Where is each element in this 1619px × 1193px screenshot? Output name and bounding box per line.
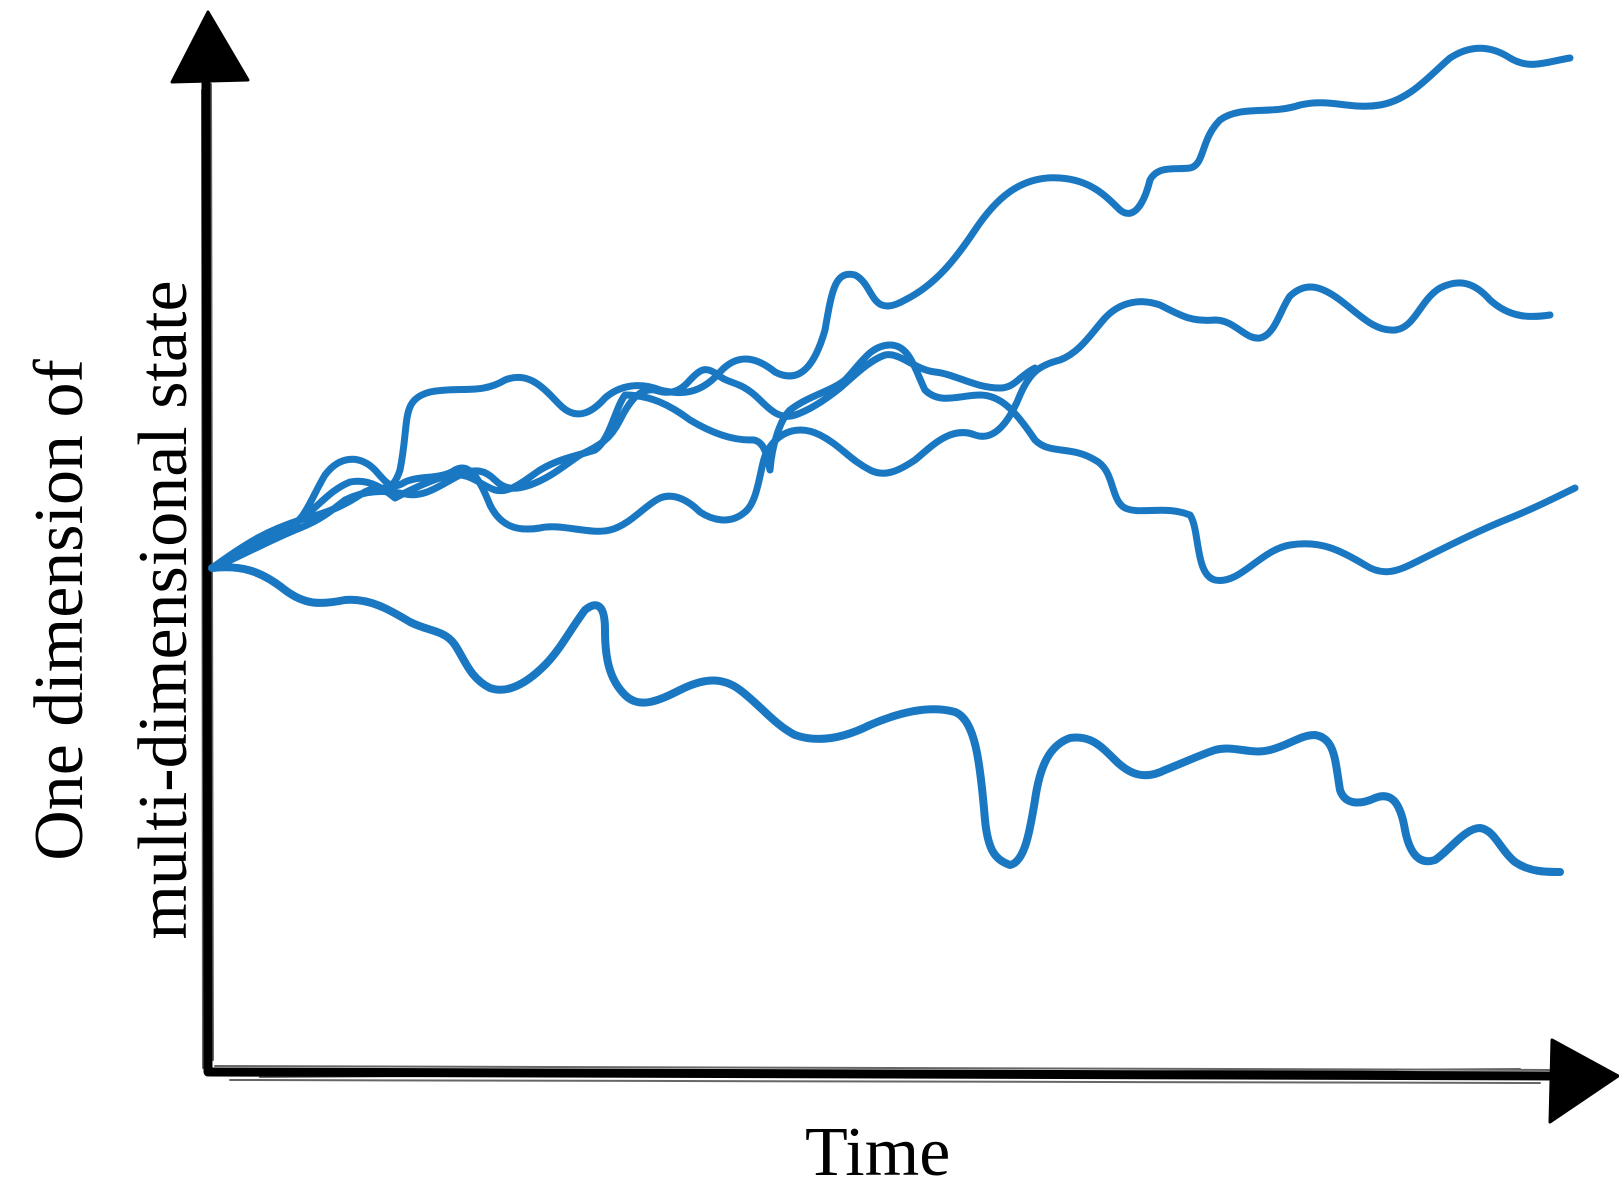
y-axis-arrowhead <box>170 10 250 84</box>
x-axis-arrowhead <box>1548 1038 1619 1124</box>
x-axis <box>205 1038 1619 1124</box>
trajectory-2-fray-2 <box>212 346 1577 584</box>
y-axis-label-line1: One dimension of <box>21 359 98 861</box>
trajectory-1 <box>208 44 1574 572</box>
trajectory-3-fray-1 <box>210 279 1550 567</box>
trajectory-4 <box>208 351 1039 572</box>
trajectory-2-fray-1 <box>210 341 1575 579</box>
x-axis-label: Time <box>805 1114 951 1191</box>
trajectory-3 <box>208 279 1554 572</box>
y-axis-label: One dimension of multi-dimensional state <box>8 160 216 1060</box>
trajectories <box>208 44 1579 876</box>
y-axis-label-line2: multi-dimensional state <box>125 280 202 940</box>
trajectory-2 <box>208 341 1579 584</box>
trajectory-5 <box>208 563 1564 876</box>
y-axis <box>170 10 250 1077</box>
trajectory-3-fray-2 <box>212 284 1552 572</box>
x-axis-fray <box>214 1065 1551 1084</box>
